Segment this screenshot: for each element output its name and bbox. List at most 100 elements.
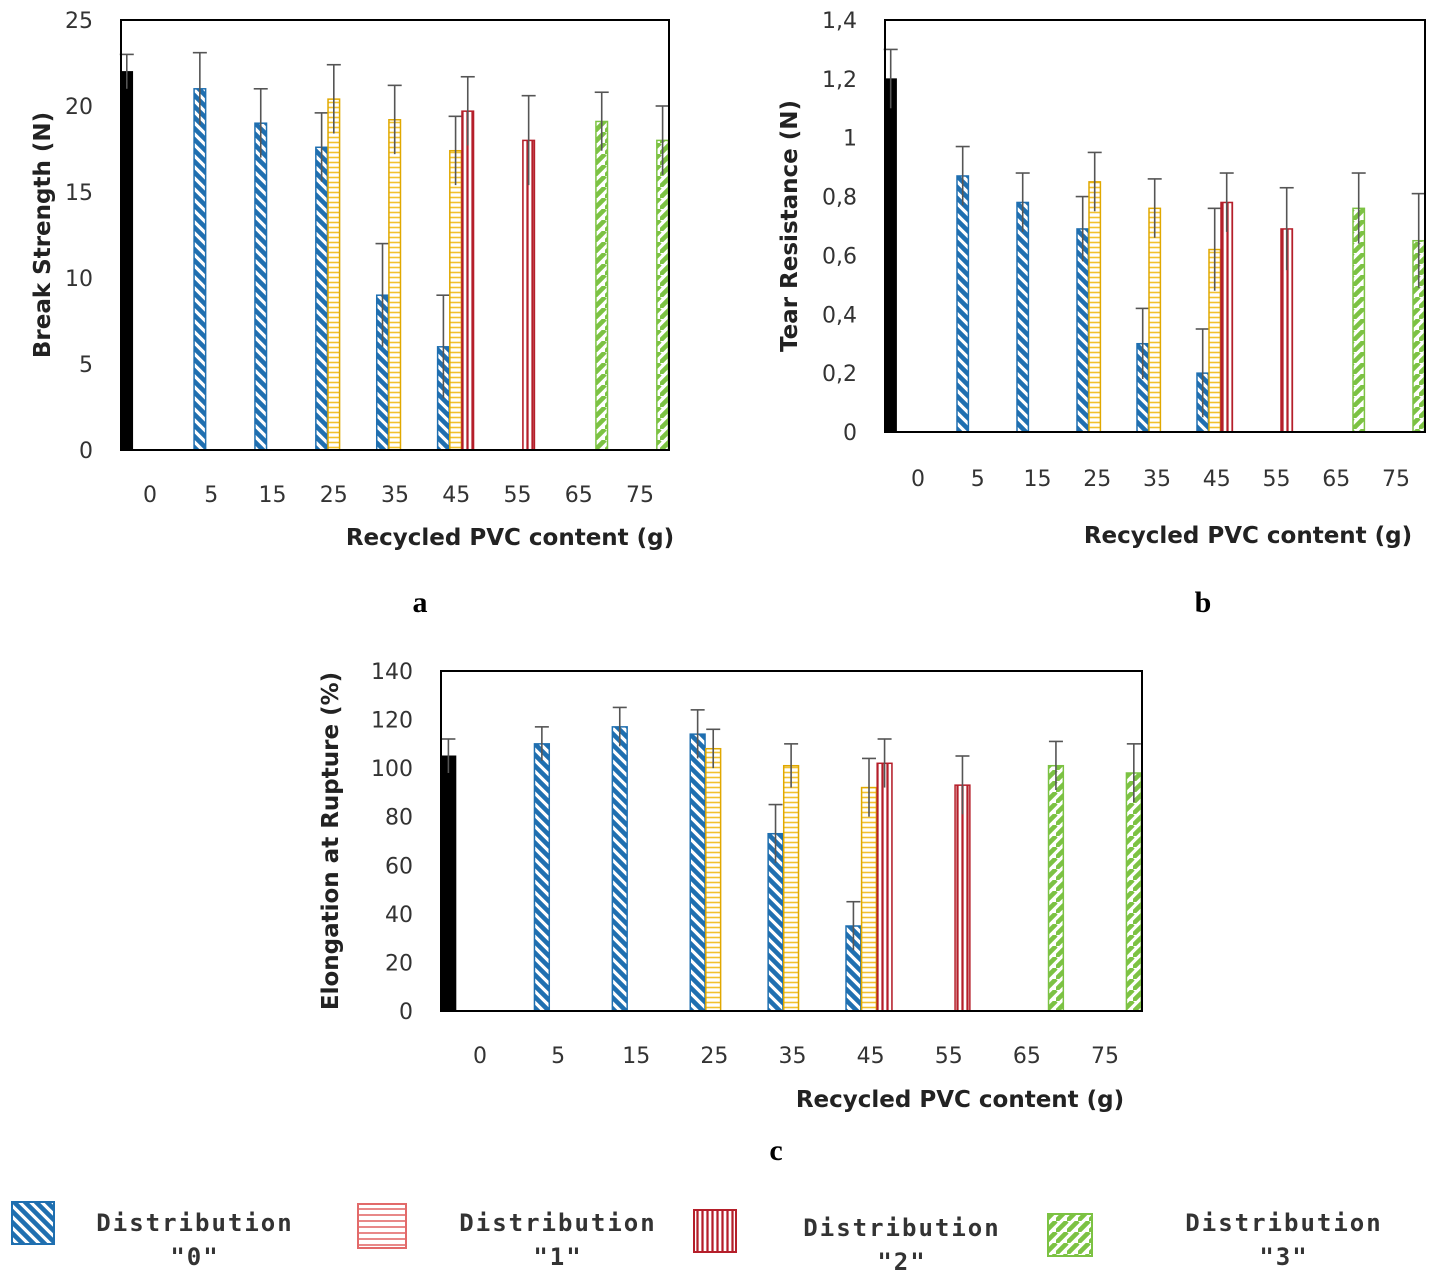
legend-label-value: "0": [170, 1243, 219, 1271]
bar-distribution-2-45: [876, 762, 893, 1012]
x-tick-label: 75: [1382, 467, 1410, 492]
bar-distribution-1-25: [705, 747, 722, 1012]
x-tick-label: 0: [143, 483, 157, 508]
legend: Distribution "0" Distribution "1" Distri…: [11, 1201, 1382, 1276]
x-tick-label: 45: [857, 1044, 885, 1069]
x-tick-label: 35: [381, 483, 409, 508]
legend-label-value: "3": [1259, 1243, 1308, 1271]
y-tick-label: 0: [399, 1000, 413, 1025]
bar-distribution-0-5: [533, 743, 551, 1012]
x-axis-label: Recycled PVC content (g): [796, 1087, 1124, 1113]
bar-distribution-3-75: [656, 139, 670, 451]
bar-distribution-3-75: [1125, 772, 1142, 1012]
bar-distribution-1-35: [388, 119, 402, 451]
y-tick-label: 20: [65, 95, 93, 120]
x-tick-label: 0: [473, 1044, 487, 1069]
y-tick-label: 1,4: [822, 9, 857, 34]
y-axis-label: Break Strength (N): [30, 112, 56, 358]
bar-distribution-1-45: [860, 786, 878, 1012]
bar-distribution-1-35: [782, 764, 800, 1012]
y-tick-label: 1,2: [822, 68, 857, 93]
chart-panel-a: 0 5 10 15 20 25 0 5 15 25 35 45 55 65 75 Break Streng…: [30, 9, 674, 619]
y-tick-label: 10: [65, 267, 93, 292]
legend-item-distribution-1: Distribution "1": [357, 1203, 655, 1271]
y-tick-label: 60: [385, 854, 413, 879]
chart-panel-b: 0 0,2 0,4 0,6 0,8 1 1,2 1,4 0 5 15 25 35 45 55 65 75 Te…: [777, 9, 1426, 619]
bar-distribution-0-15: [254, 122, 268, 451]
y-tick-label: 0,8: [822, 186, 857, 211]
y-tick-label: 40: [385, 903, 413, 928]
x-tick-label: 5: [204, 483, 218, 508]
bar-distribution-0-5: [956, 175, 970, 433]
x-tick-label: 25: [1083, 467, 1111, 492]
y-axis-label: Elongation at Rupture (%): [318, 672, 344, 1010]
bar-distribution-2-45: [461, 110, 475, 451]
plot-frame: [440, 670, 1143, 1012]
legend-label-value: "1": [533, 1243, 582, 1271]
x-tick-label: 75: [626, 483, 654, 508]
legend-item-distribution-0: Distribution "0": [11, 1201, 293, 1271]
bar-distribution-0-25: [689, 733, 706, 1012]
bar-reference-0: [120, 71, 134, 451]
bar-distribution-3-65: [595, 120, 609, 451]
bar-distribution-1-45: [449, 149, 463, 451]
y-tick-label: 5: [79, 353, 93, 378]
x-tick-label: 55: [935, 1044, 963, 1069]
y-tick-label: 0,6: [822, 244, 857, 269]
plot-frame: [120, 19, 670, 451]
legend-swatch-distribution-3: [1047, 1213, 1093, 1257]
bar-distribution-1-25: [1088, 181, 1102, 433]
bar-distribution-2-45: [1220, 201, 1234, 433]
bar-distribution-0-25: [315, 146, 329, 451]
x-tick-label: 45: [1203, 467, 1231, 492]
y-tick-label: 100: [371, 757, 413, 782]
legend-swatch-distribution-2: [693, 1209, 737, 1253]
y-tick-label: 120: [371, 709, 413, 734]
x-tick-label: 5: [551, 1044, 565, 1069]
y-tick-label: 0,2: [822, 362, 857, 387]
x-tick-label: 5: [971, 467, 985, 492]
legend-label: Distribution: [1185, 1209, 1382, 1237]
plot-frame: [884, 19, 1426, 433]
y-tick-label: 15: [65, 181, 93, 206]
x-tick-label: 0: [911, 467, 925, 492]
x-tick-label: 35: [1143, 467, 1171, 492]
legend-swatch-distribution-1: [357, 1203, 407, 1249]
y-axis-label: Tear Resistance (N): [777, 100, 803, 352]
y-tick-label: 1: [843, 127, 857, 152]
bar-distribution-2-55: [954, 784, 971, 1012]
x-axis-label: Recycled PVC content (g): [346, 525, 674, 551]
panel-label: b: [1195, 586, 1212, 619]
x-tick-label: 25: [320, 483, 348, 508]
x-tick-label: 35: [779, 1044, 807, 1069]
x-tick-label: 55: [1263, 467, 1291, 492]
legend-label-value: "2": [877, 1248, 926, 1276]
y-tick-label: 0: [79, 439, 93, 464]
x-tick-label: 15: [622, 1044, 650, 1069]
y-tick-label: 0,4: [822, 303, 857, 328]
bar-distribution-0-5: [193, 88, 207, 451]
x-tick-label: 65: [1013, 1044, 1041, 1069]
panel-label: a: [413, 586, 428, 619]
x-tick-label: 15: [1024, 467, 1052, 492]
x-tick-label: 55: [504, 483, 532, 508]
panel-label: c: [769, 1134, 782, 1167]
y-tick-label: 0: [843, 421, 857, 446]
legend-label: Distribution: [803, 1214, 1000, 1242]
legend-label: Distribution: [96, 1209, 293, 1237]
chart-panel-c: 0 20 40 60 80 100 120 140 0 5 15 25 35 45 55 65 75 Elon…: [318, 660, 1143, 1167]
bar-reference-0: [884, 78, 897, 433]
y-tick-label: 20: [385, 951, 413, 976]
bar-distribution-0-15: [611, 726, 628, 1012]
legend-item-distribution-2: Distribution "2": [693, 1209, 1000, 1276]
legend-swatch-distribution-0: [11, 1201, 55, 1245]
bar-reference-0: [440, 755, 457, 1012]
bar-distribution-1-35: [1148, 207, 1162, 433]
bar-distribution-3-65: [1047, 764, 1065, 1012]
x-tick-label: 75: [1091, 1044, 1119, 1069]
legend-item-distribution-3: Distribution "3": [1047, 1209, 1382, 1271]
x-tick-label: 65: [1322, 467, 1350, 492]
bar-distribution-1-25: [327, 98, 341, 451]
x-axis-label: Recycled PVC content (g): [1084, 523, 1412, 549]
